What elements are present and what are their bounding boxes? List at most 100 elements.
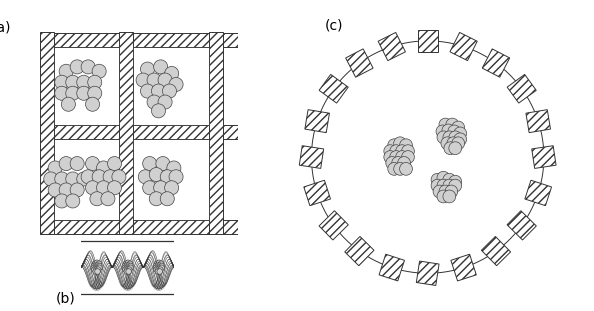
Bar xyxy=(209,32,223,234)
Circle shape xyxy=(156,156,170,171)
Circle shape xyxy=(44,172,58,186)
Circle shape xyxy=(160,170,174,184)
Circle shape xyxy=(154,60,168,74)
Polygon shape xyxy=(346,49,373,77)
Circle shape xyxy=(160,192,174,206)
Circle shape xyxy=(391,156,405,169)
Circle shape xyxy=(96,267,101,272)
Circle shape xyxy=(93,267,99,272)
Circle shape xyxy=(59,64,73,78)
Circle shape xyxy=(66,86,80,100)
Circle shape xyxy=(159,265,165,271)
Circle shape xyxy=(437,179,450,192)
Circle shape xyxy=(447,137,460,150)
Circle shape xyxy=(169,170,183,184)
Bar xyxy=(133,139,209,220)
Circle shape xyxy=(158,73,172,87)
Circle shape xyxy=(66,75,80,89)
Circle shape xyxy=(126,265,131,271)
Circle shape xyxy=(95,263,100,268)
Circle shape xyxy=(96,181,110,195)
Polygon shape xyxy=(482,49,510,77)
Circle shape xyxy=(454,127,466,140)
Circle shape xyxy=(167,161,181,175)
Circle shape xyxy=(95,269,100,274)
Bar xyxy=(119,32,133,234)
Circle shape xyxy=(400,162,412,175)
Circle shape xyxy=(147,95,161,109)
Circle shape xyxy=(153,265,159,271)
Circle shape xyxy=(402,151,415,164)
Circle shape xyxy=(431,179,444,192)
Bar xyxy=(40,32,54,234)
Circle shape xyxy=(128,265,133,271)
Circle shape xyxy=(433,185,446,198)
Circle shape xyxy=(140,84,154,98)
Polygon shape xyxy=(304,180,330,206)
Circle shape xyxy=(396,145,409,158)
Polygon shape xyxy=(418,30,438,52)
Circle shape xyxy=(124,263,129,268)
Circle shape xyxy=(396,151,409,164)
Circle shape xyxy=(103,170,117,184)
Circle shape xyxy=(92,261,98,267)
Circle shape xyxy=(439,118,452,131)
Text: (b): (b) xyxy=(56,291,75,306)
Circle shape xyxy=(158,95,172,109)
Circle shape xyxy=(95,265,100,271)
Circle shape xyxy=(388,162,400,175)
Circle shape xyxy=(90,192,104,206)
Bar xyxy=(40,125,238,139)
Circle shape xyxy=(88,75,102,89)
Circle shape xyxy=(96,261,102,267)
Circle shape xyxy=(448,125,461,138)
Circle shape xyxy=(93,265,99,271)
Circle shape xyxy=(70,156,84,171)
Circle shape xyxy=(70,183,84,197)
Circle shape xyxy=(154,181,168,195)
Circle shape xyxy=(123,267,128,272)
Circle shape xyxy=(157,263,163,268)
Polygon shape xyxy=(379,254,405,281)
Circle shape xyxy=(384,151,397,164)
Circle shape xyxy=(169,77,183,91)
Circle shape xyxy=(147,73,161,87)
Circle shape xyxy=(157,269,163,274)
Circle shape xyxy=(88,86,102,100)
Circle shape xyxy=(156,260,162,266)
Circle shape xyxy=(124,261,129,267)
Circle shape xyxy=(386,156,399,169)
Circle shape xyxy=(124,269,129,274)
Text: (a): (a) xyxy=(0,21,11,35)
Polygon shape xyxy=(481,236,511,266)
Circle shape xyxy=(143,181,157,195)
Circle shape xyxy=(61,97,75,111)
Circle shape xyxy=(155,265,160,271)
Circle shape xyxy=(157,265,163,271)
Polygon shape xyxy=(378,32,406,61)
Circle shape xyxy=(101,192,115,206)
Circle shape xyxy=(66,172,80,186)
Circle shape xyxy=(97,263,102,269)
Polygon shape xyxy=(526,110,551,132)
Bar xyxy=(133,47,209,125)
Circle shape xyxy=(86,181,100,195)
Circle shape xyxy=(91,267,97,272)
Polygon shape xyxy=(345,236,374,266)
Circle shape xyxy=(452,137,465,150)
Circle shape xyxy=(400,139,412,152)
Circle shape xyxy=(77,86,91,100)
Circle shape xyxy=(122,263,128,269)
Circle shape xyxy=(86,97,100,111)
Polygon shape xyxy=(319,74,348,103)
Circle shape xyxy=(77,75,91,89)
Circle shape xyxy=(125,267,130,272)
Polygon shape xyxy=(319,211,348,240)
Circle shape xyxy=(156,267,162,272)
Circle shape xyxy=(55,86,69,100)
Circle shape xyxy=(149,192,163,206)
Circle shape xyxy=(96,161,110,175)
Circle shape xyxy=(157,267,163,272)
Circle shape xyxy=(446,118,459,131)
Circle shape xyxy=(439,185,452,198)
